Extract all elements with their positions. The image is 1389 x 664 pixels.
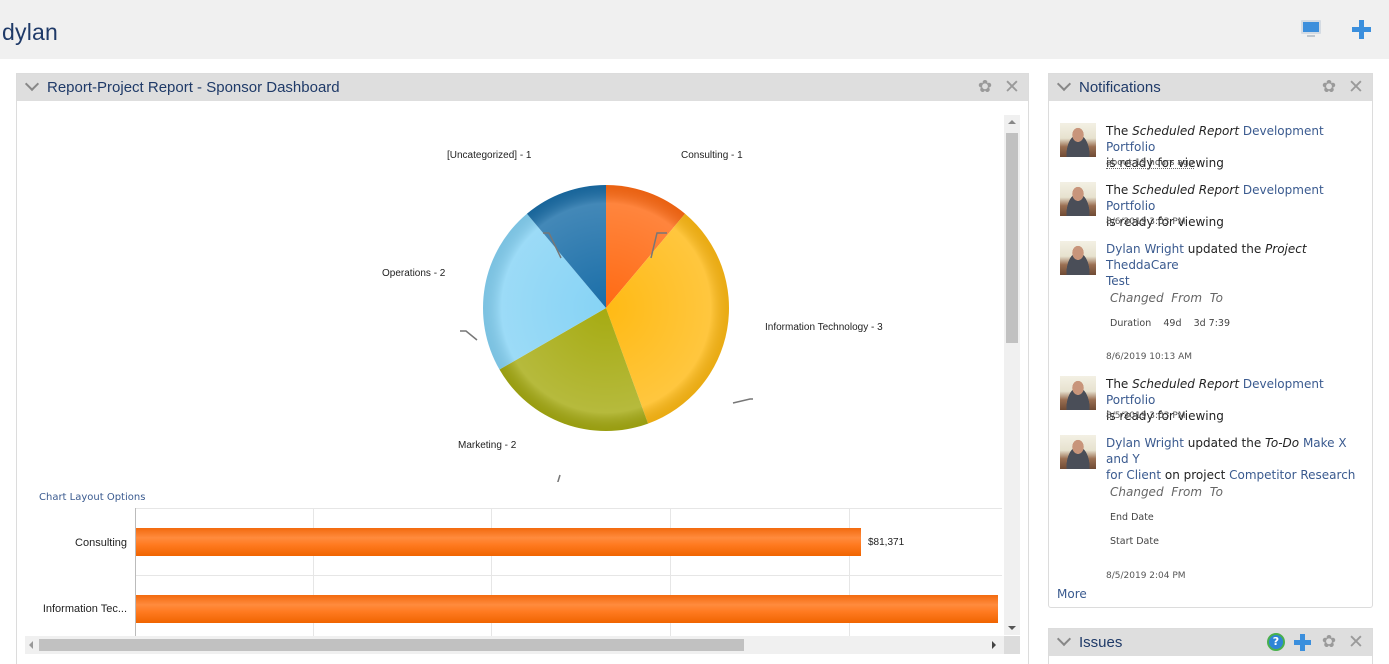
- notification-text: The Scheduled Report Development Portfol…: [1106, 183, 1324, 229]
- changes-header: Changed From To: [1110, 291, 1223, 305]
- notification-time: 8/5/2019 2:04 PM: [1106, 571, 1186, 581]
- todo-link[interactable]: for Client: [1106, 468, 1162, 482]
- top-bar: dylan: [0, 0, 1389, 59]
- widget-title: Notifications: [1079, 79, 1161, 96]
- bar-category-label: Information Tec...: [42, 603, 127, 615]
- bar-consulting[interactable]: [136, 528, 861, 556]
- user-link[interactable]: Dylan Wright: [1106, 242, 1184, 256]
- notification-text: Dylan Wright updated the Project TheddaC…: [1106, 242, 1307, 288]
- gear-icon[interactable]: ✿: [977, 77, 993, 97]
- pie-label: Information Technology - 3: [765, 322, 883, 333]
- project-link[interactable]: Test: [1106, 274, 1130, 288]
- widget-title: Issues: [1079, 634, 1123, 651]
- notification-time: 8/6/2019 10:13 AM: [1106, 352, 1193, 362]
- changes-header: Changed From To: [1110, 485, 1223, 499]
- scroll-left-arrow-icon[interactable]: [29, 641, 33, 649]
- notification-text: The Scheduled Report Development Portfol…: [1106, 377, 1324, 423]
- gear-icon[interactable]: ✿: [1321, 632, 1337, 652]
- vertical-scroll-thumb[interactable]: [1006, 133, 1018, 343]
- project-link[interactable]: Competitor Research: [1229, 468, 1356, 482]
- bar-chart: Consulting $81,371 Information Tec...: [17, 508, 1002, 638]
- change-row: Start Date: [1110, 536, 1159, 547]
- chevron-down-icon[interactable]: [1057, 82, 1071, 91]
- project-link[interactable]: TheddaCare: [1106, 258, 1179, 272]
- widget-header: Report-Project Report - Sponsor Dashboar…: [17, 74, 1028, 101]
- notification-time: 8/5/2019 3:03 PM: [1106, 411, 1186, 421]
- report-link[interactable]: Development Portfolio: [1106, 377, 1324, 407]
- gear-icon[interactable]: ✿: [1321, 77, 1337, 97]
- pie-label: Operations - 2: [382, 268, 446, 279]
- plus-icon[interactable]: [1352, 20, 1371, 39]
- plus-icon[interactable]: [1294, 634, 1311, 651]
- close-icon[interactable]: ✕: [1348, 631, 1364, 653]
- widget-header: Issues ? ✿ ✕: [1049, 629, 1372, 656]
- avatar[interactable]: [1060, 241, 1096, 275]
- chevron-down-icon[interactable]: [1057, 637, 1071, 646]
- pie-chart: Consulting - 1 Information Technology - …: [17, 102, 1002, 489]
- report-link[interactable]: Development Portfolio: [1106, 183, 1324, 213]
- avatar[interactable]: [1060, 376, 1096, 410]
- chart-layout-options-link[interactable]: Chart Layout Options: [39, 492, 146, 503]
- issues-widget: Issues ? ✿ ✕: [1048, 628, 1373, 664]
- bar-value-label: $81,371: [868, 537, 905, 548]
- scroll-corner: [1004, 636, 1020, 654]
- notification-text: The Scheduled Report Development Portfol…: [1106, 124, 1324, 170]
- scroll-right-arrow-icon[interactable]: [992, 641, 996, 649]
- pie-label: Consulting - 1: [681, 150, 743, 161]
- notifications-list: The Scheduled Report Development Portfol…: [1049, 102, 1372, 607]
- close-icon[interactable]: ✕: [1348, 76, 1364, 98]
- pie-chart-svg: [460, 185, 753, 489]
- widget-header: Notifications ✿ ✕: [1049, 74, 1372, 101]
- widget-title: Report-Project Report - Sponsor Dashboar…: [47, 79, 340, 96]
- change-row: Duration 49d 3d 7:39: [1110, 318, 1231, 329]
- vertical-scrollbar[interactable]: [1004, 115, 1020, 635]
- monitor-icon[interactable]: [1301, 20, 1321, 38]
- help-icon[interactable]: ?: [1267, 633, 1285, 651]
- change-row: End Date: [1110, 512, 1154, 523]
- bar-information-technology[interactable]: [136, 595, 998, 623]
- report-link[interactable]: Development Portfolio: [1106, 124, 1324, 154]
- avatar[interactable]: [1060, 435, 1096, 469]
- scroll-down-arrow-icon[interactable]: [1008, 626, 1016, 630]
- scroll-up-arrow-icon[interactable]: [1008, 120, 1016, 124]
- notification-time: about 19 hours ago: [1106, 158, 1195, 169]
- horizontal-scrollbar[interactable]: [25, 636, 1004, 654]
- close-icon[interactable]: ✕: [1004, 76, 1020, 98]
- todo-link[interactable]: Make X and Y: [1106, 436, 1347, 466]
- notifications-widget: Notifications ✿ ✕ The Scheduled Report D…: [1048, 73, 1373, 608]
- notification-time: 8/6/2019 3:03 PM: [1106, 217, 1186, 227]
- user-link[interactable]: Dylan Wright: [1106, 436, 1184, 450]
- pie-label: Marketing - 2: [458, 440, 517, 451]
- avatar[interactable]: [1060, 123, 1096, 157]
- more-link[interactable]: More: [1057, 587, 1087, 601]
- horizontal-scroll-thumb[interactable]: [39, 639, 744, 651]
- page-title: dylan: [2, 19, 58, 45]
- report-widget: Report-Project Report - Sponsor Dashboar…: [16, 73, 1029, 664]
- avatar[interactable]: [1060, 182, 1096, 216]
- pie-label: [Uncategorized] - 1: [447, 150, 532, 161]
- bar-category-label: Consulting: [75, 537, 127, 549]
- chevron-down-icon[interactable]: [25, 82, 39, 91]
- notification-text: Dylan Wright updated the To-Do Make X an…: [1106, 436, 1356, 482]
